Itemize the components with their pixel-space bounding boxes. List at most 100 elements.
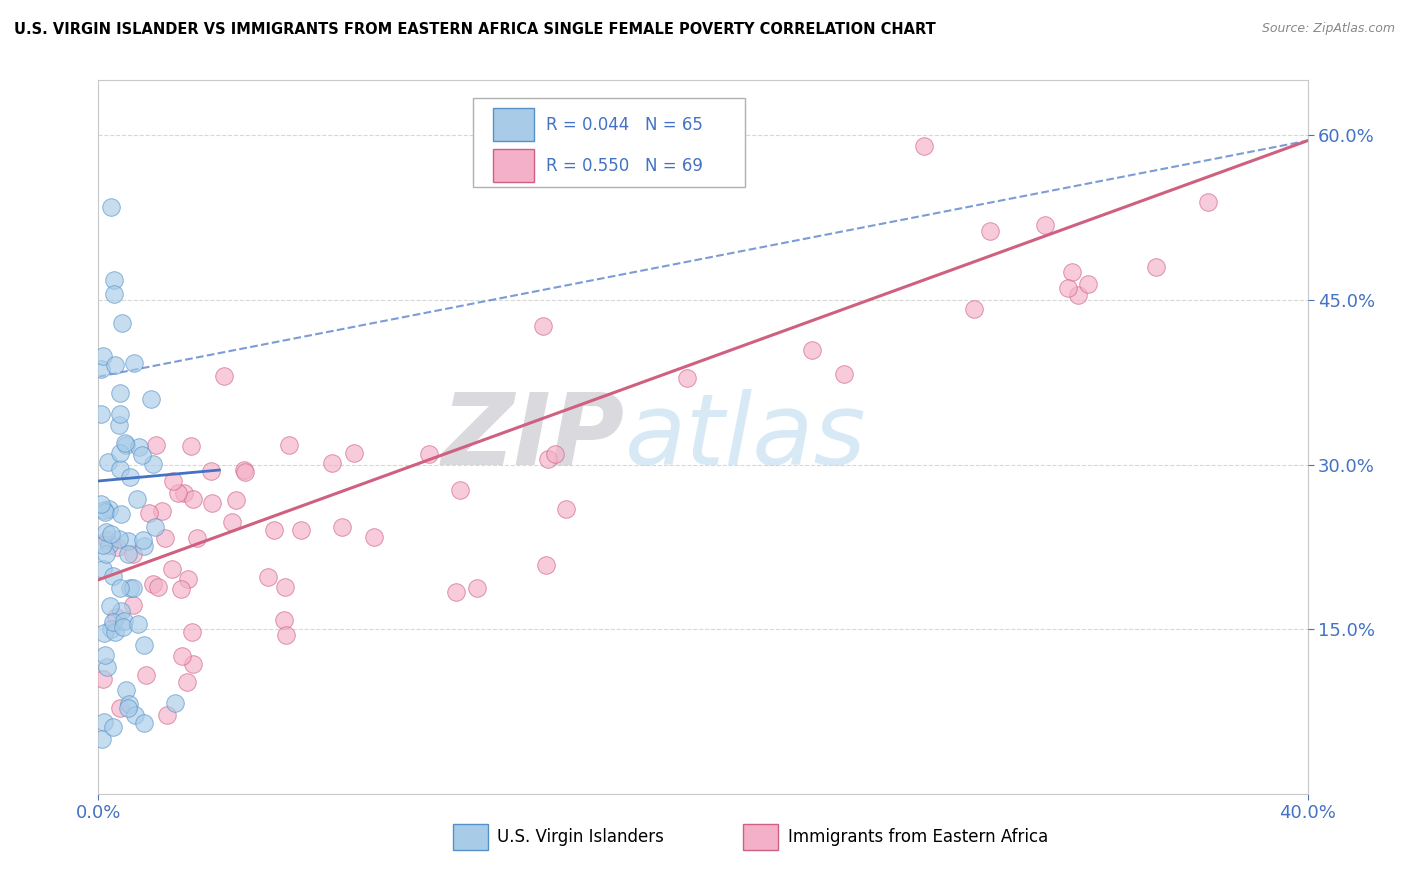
Point xyxy=(110,507,132,521)
Point xyxy=(101,569,124,583)
Point xyxy=(96,659,118,673)
Text: Immigrants from Eastern Africa: Immigrants from Eastern Africa xyxy=(787,828,1047,846)
Point xyxy=(128,440,150,454)
Point xyxy=(177,572,200,586)
Point xyxy=(263,524,285,538)
Point xyxy=(132,638,155,652)
FancyBboxPatch shape xyxy=(492,108,534,142)
Point xyxy=(1144,260,1167,274)
Point xyxy=(143,520,166,534)
Point xyxy=(103,273,125,287)
Point xyxy=(832,368,855,382)
Point xyxy=(110,581,132,595)
Point xyxy=(543,447,565,461)
Point xyxy=(200,464,222,478)
Point xyxy=(124,707,146,722)
Point xyxy=(963,302,986,317)
Point xyxy=(103,287,125,301)
Text: U.S. Virgin Islanders: U.S. Virgin Islanders xyxy=(498,828,664,846)
Point xyxy=(127,491,149,506)
Point xyxy=(108,386,131,401)
Point xyxy=(212,368,235,383)
Point xyxy=(107,533,129,547)
Point xyxy=(150,504,173,518)
Point xyxy=(108,407,131,421)
Point xyxy=(201,496,224,510)
Text: R = 0.550   N = 69: R = 0.550 N = 69 xyxy=(546,157,703,175)
Point xyxy=(186,531,208,545)
Point xyxy=(139,392,162,407)
Point xyxy=(114,435,136,450)
Point xyxy=(290,523,312,537)
Point xyxy=(93,626,115,640)
Point xyxy=(132,533,155,547)
Point xyxy=(363,530,385,544)
Point xyxy=(444,585,467,599)
Point xyxy=(155,531,177,545)
Point xyxy=(555,101,578,115)
Point xyxy=(232,463,254,477)
FancyBboxPatch shape xyxy=(492,149,534,183)
Point xyxy=(1062,265,1084,279)
Point xyxy=(554,502,576,516)
Point xyxy=(330,520,353,534)
Point xyxy=(111,316,134,330)
Point xyxy=(176,675,198,690)
Point xyxy=(112,615,135,629)
Point xyxy=(91,672,114,686)
Point xyxy=(180,439,202,453)
Point xyxy=(100,622,122,636)
Point xyxy=(132,715,155,730)
Point xyxy=(108,701,131,715)
Point xyxy=(117,547,139,561)
Point xyxy=(225,492,247,507)
Point xyxy=(94,505,117,519)
Point xyxy=(91,562,114,576)
Point xyxy=(104,610,127,624)
Point xyxy=(90,408,112,422)
Point xyxy=(235,465,257,479)
Point xyxy=(97,538,120,552)
Point xyxy=(114,682,136,697)
Point xyxy=(104,358,127,372)
Point xyxy=(1066,287,1088,301)
Point xyxy=(122,598,145,612)
Point xyxy=(181,492,204,507)
Point xyxy=(108,462,131,476)
Point xyxy=(100,200,122,214)
Point xyxy=(108,418,131,433)
Point xyxy=(96,533,118,548)
Point xyxy=(118,697,141,711)
Point xyxy=(343,446,366,460)
Point xyxy=(121,547,143,561)
Text: ZIP: ZIP xyxy=(441,389,624,485)
Point xyxy=(801,343,824,358)
Point xyxy=(120,470,142,484)
Point xyxy=(94,547,117,561)
Point xyxy=(145,438,167,452)
Text: atlas: atlas xyxy=(624,389,866,485)
Point xyxy=(91,731,114,746)
Point xyxy=(170,649,193,664)
Point xyxy=(105,540,128,554)
Text: U.S. VIRGIN ISLANDER VS IMMIGRANTS FROM EASTERN AFRICA SINGLE FEMALE POVERTY COR: U.S. VIRGIN ISLANDER VS IMMIGRANTS FROM … xyxy=(14,22,936,37)
Point xyxy=(121,581,143,595)
Point xyxy=(162,474,184,488)
Point xyxy=(273,613,295,627)
Point xyxy=(131,448,153,462)
Point xyxy=(93,648,115,662)
Point xyxy=(90,497,112,511)
Point xyxy=(156,707,179,722)
Point xyxy=(170,582,193,596)
Point xyxy=(449,483,471,497)
Point xyxy=(467,581,489,595)
Point xyxy=(278,438,301,452)
Point xyxy=(274,628,297,642)
Point xyxy=(108,446,131,460)
FancyBboxPatch shape xyxy=(474,98,745,187)
Point xyxy=(101,615,124,630)
Point xyxy=(93,715,115,730)
Point xyxy=(91,538,114,552)
Point xyxy=(321,456,343,470)
Point xyxy=(138,506,160,520)
